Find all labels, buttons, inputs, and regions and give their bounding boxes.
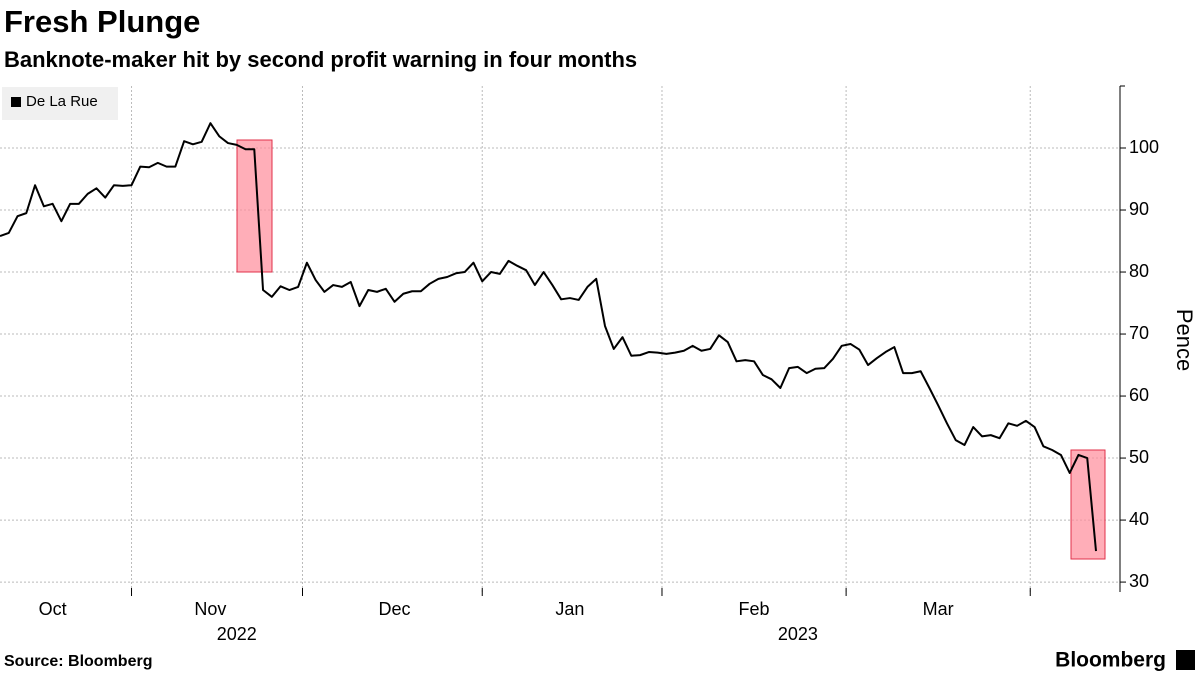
x-tick-label: Feb	[739, 599, 770, 619]
x-tick-label: Dec	[379, 599, 411, 619]
y-tick-label: 60	[1129, 385, 1149, 405]
legend-swatch	[11, 97, 21, 107]
y-tick-label: 70	[1129, 323, 1149, 343]
y-tick-label: 40	[1129, 509, 1149, 529]
brand: Bloomberg	[1055, 649, 1166, 672]
x-tick-label: Oct	[39, 599, 67, 619]
legend-label: De La Rue	[26, 93, 98, 110]
chart-title: Fresh Plunge	[4, 4, 200, 39]
y-axis-label: Pence	[1172, 309, 1197, 371]
x-year-label: 2022	[217, 624, 257, 644]
source: Source: Bloomberg	[4, 653, 152, 670]
y-tick-label: 100	[1129, 137, 1159, 157]
x-tick-label: Mar	[923, 599, 954, 619]
legend-box	[2, 87, 118, 120]
y-tick-label: 30	[1129, 571, 1149, 591]
y-tick-label: 50	[1129, 447, 1149, 467]
x-tick-label: Nov	[194, 599, 226, 619]
series-line	[0, 122, 1097, 552]
y-tick-label: 80	[1129, 261, 1149, 281]
x-tick-label: Jan	[555, 599, 584, 619]
x-year-label: 2023	[778, 624, 818, 644]
plot-area: 30 40 50 60 70 80 90 100 Oct Nov Dec Jan Feb Mar 2022 2…	[0, 85, 1159, 644]
y-tick-label: 90	[1129, 199, 1149, 219]
chart-subtitle: Banknote-maker hit by second profit warn…	[4, 47, 637, 72]
brand-icon	[1176, 650, 1195, 670]
series-layer	[0, 122, 1097, 552]
